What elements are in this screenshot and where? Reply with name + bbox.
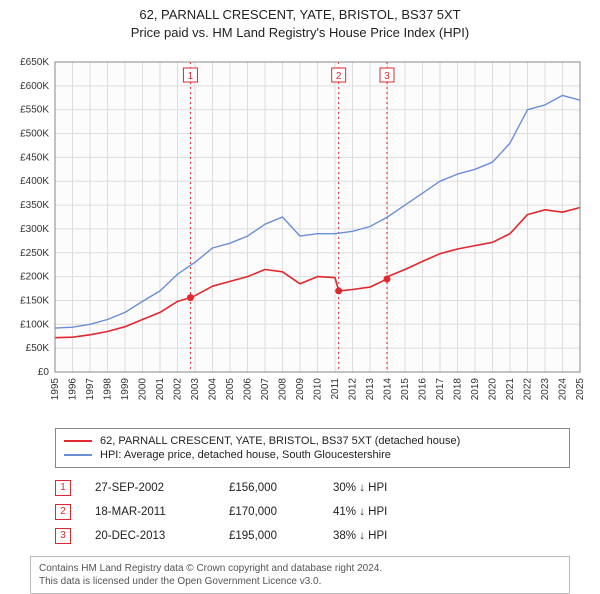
svg-text:£500K: £500K [20,129,49,140]
event-marker-icon: 1 [55,480,71,496]
footer-line: This data is licensed under the Open Gov… [39,575,561,588]
svg-text:1998: 1998 [103,378,114,401]
event-marker-icon: 2 [55,504,71,520]
svg-text:2018: 2018 [453,378,464,401]
svg-text:£450K: £450K [20,153,49,164]
svg-text:£650K: £650K [20,57,49,68]
svg-text:1: 1 [188,71,194,82]
svg-text:2016: 2016 [418,378,429,401]
svg-text:2008: 2008 [278,378,289,401]
footer-licence: Contains HM Land Registry data © Crown c… [30,556,570,594]
event-date: 20-DEC-2013 [95,530,205,542]
svg-text:£400K: £400K [20,177,49,188]
event-price: £156,000 [229,482,309,494]
event-date: 27-SEP-2002 [95,482,205,494]
title-line-1: 62, PARNALL CRESCENT, YATE, BRISTOL, BS3… [0,6,600,24]
legend-row: 62, PARNALL CRESCENT, YATE, BRISTOL, BS3… [64,434,561,448]
event-diff: 30% ↓ HPI [333,482,433,494]
chart-title-block: 62, PARNALL CRESCENT, YATE, BRISTOL, BS3… [0,0,600,42]
chart-area: £0 £50K £100K £150K £200K £250K £300K £350K £400… [0,42,600,422]
title-line-2: Price paid vs. HM Land Registry's House … [0,24,600,42]
svg-text:£250K: £250K [20,248,49,259]
svg-text:2005: 2005 [225,378,236,401]
svg-text:2025: 2025 [575,378,586,401]
event-row: 2 18-MAR-2011 £170,000 41% ↓ HPI [55,500,570,524]
svg-text:2023: 2023 [540,378,551,401]
svg-text:2013: 2013 [365,378,376,401]
event-marker-icon: 3 [55,528,71,544]
svg-text:2014: 2014 [383,378,394,401]
legend-box: 62, PARNALL CRESCENT, YATE, BRISTOL, BS3… [55,428,570,468]
svg-text:£350K: £350K [20,200,49,211]
svg-text:2009: 2009 [295,378,306,401]
svg-text:2019: 2019 [470,378,481,401]
svg-text:2022: 2022 [523,378,534,401]
svg-text:£550K: £550K [20,105,49,116]
events-table: 1 27-SEP-2002 £156,000 30% ↓ HPI 2 18-MA… [55,476,570,548]
svg-text:2: 2 [336,71,342,82]
svg-text:1995: 1995 [50,378,61,401]
svg-text:2011: 2011 [330,378,341,400]
svg-text:2000: 2000 [138,378,149,401]
svg-text:£300K: £300K [20,224,49,235]
svg-text:2012: 2012 [348,378,359,401]
svg-text:2024: 2024 [558,378,569,401]
legend-label: 62, PARNALL CRESCENT, YATE, BRISTOL, BS3… [100,435,460,447]
svg-text:2017: 2017 [435,378,446,401]
event-diff: 41% ↓ HPI [333,506,433,518]
svg-text:£600K: £600K [20,81,49,92]
svg-text:2001: 2001 [155,378,166,401]
svg-text:2007: 2007 [260,378,271,401]
svg-text:2002: 2002 [173,378,184,401]
svg-text:£200K: £200K [20,272,49,283]
event-price: £170,000 [229,506,309,518]
svg-text:2004: 2004 [208,378,219,401]
svg-text:£0: £0 [38,367,50,378]
svg-text:3: 3 [384,71,390,82]
event-diff: 38% ↓ HPI [333,530,433,542]
svg-text:2015: 2015 [400,378,411,401]
svg-text:2003: 2003 [190,378,201,401]
event-date: 18-MAR-2011 [95,506,205,518]
svg-text:2006: 2006 [243,378,254,401]
legend-swatch-price [64,440,92,442]
event-row: 3 20-DEC-2013 £195,000 38% ↓ HPI [55,524,570,548]
svg-text:1999: 1999 [120,378,131,401]
event-row: 1 27-SEP-2002 £156,000 30% ↓ HPI [55,476,570,500]
svg-text:£100K: £100K [20,320,49,331]
line-chart-svg: £0 £50K £100K £150K £200K £250K £300K £350K £400… [0,42,600,422]
svg-text:1997: 1997 [85,378,96,401]
svg-text:£150K: £150K [20,296,49,307]
svg-text:2020: 2020 [488,378,499,401]
footer-line: Contains HM Land Registry data © Crown c… [39,562,561,575]
svg-text:2021: 2021 [505,378,516,401]
event-price: £195,000 [229,530,309,542]
legend-label: HPI: Average price, detached house, Sout… [100,449,391,461]
svg-text:1996: 1996 [68,378,79,401]
legend-swatch-hpi [64,454,92,456]
svg-text:2010: 2010 [313,378,324,401]
svg-text:£50K: £50K [26,344,50,355]
legend-row: HPI: Average price, detached house, Sout… [64,448,561,462]
